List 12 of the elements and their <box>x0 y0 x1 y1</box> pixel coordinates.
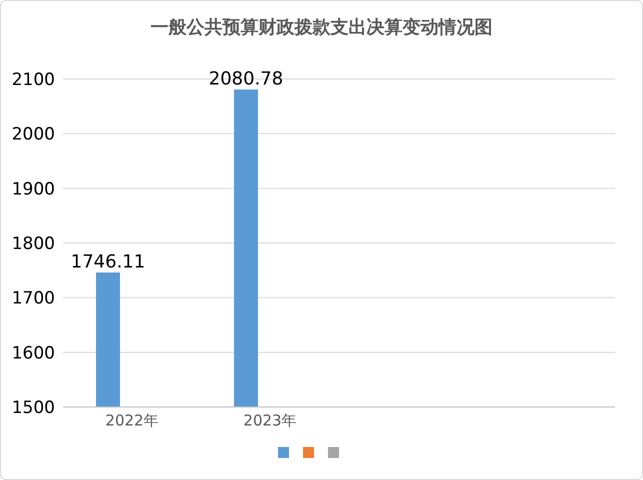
x-tick-label: 2022年 <box>105 412 159 430</box>
data-label: 2080.78 <box>208 68 284 90</box>
x-tick-label: 2023年 <box>243 412 297 430</box>
data-label: 1746.11 <box>70 251 146 272</box>
y-tick-label: 1500 <box>12 398 55 418</box>
y-tick-label: 1800 <box>12 234 55 254</box>
chart-title: 一般公共预算财政拨款支出决算变动情况图 <box>150 16 494 39</box>
y-tick-label: 1600 <box>12 343 55 364</box>
y-tick-label: 2000 <box>12 124 55 145</box>
y-tick-label: 1700 <box>12 288 55 309</box>
y-tick-label: 1900 <box>12 179 55 200</box>
y-tick-label: 2100 <box>12 70 55 90</box>
